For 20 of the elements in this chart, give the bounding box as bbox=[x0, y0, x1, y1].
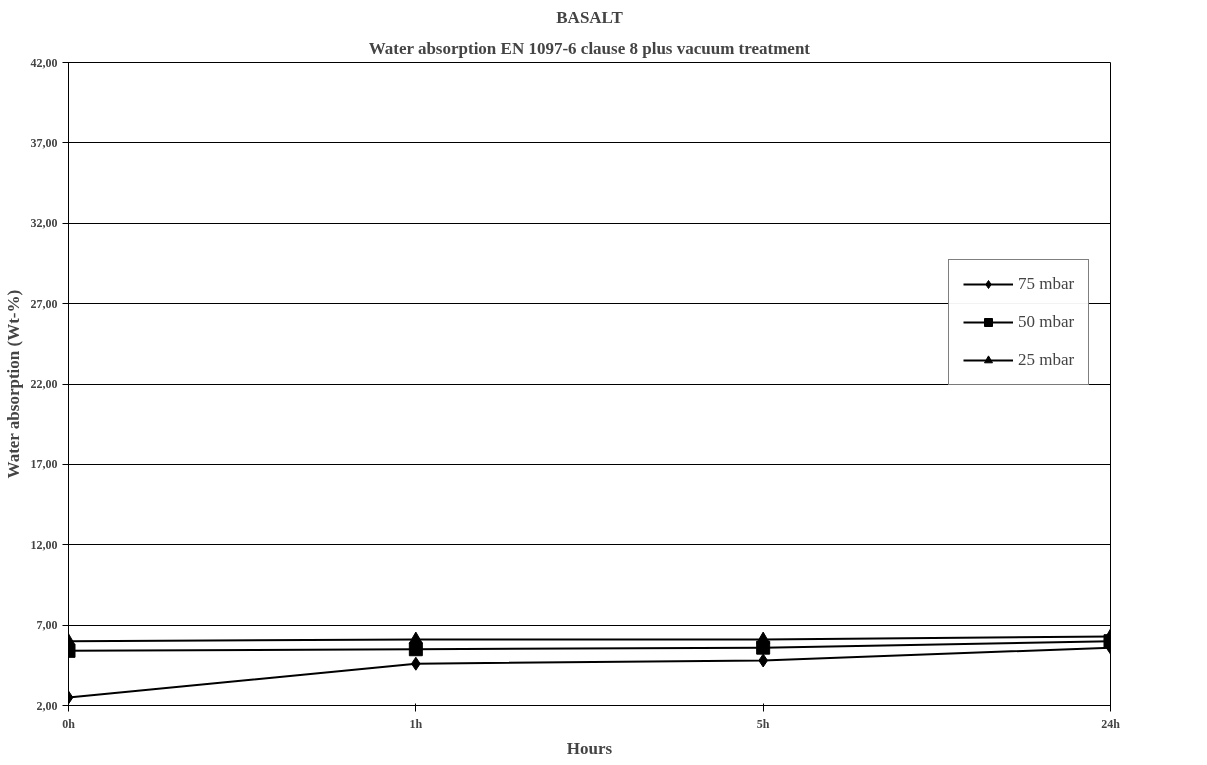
y-tick-label: 2,00 bbox=[36, 698, 58, 713]
y-tick-label: 32,00 bbox=[30, 216, 58, 231]
y-tick-label: 37,00 bbox=[30, 135, 58, 150]
y-tick-label: 22,00 bbox=[30, 377, 58, 391]
legend-label: 25 mbar bbox=[1018, 350, 1075, 370]
x-axis-title: Hours bbox=[566, 738, 613, 758]
y-tick-label: 27,00 bbox=[30, 296, 58, 311]
y-tick-label: 17,00 bbox=[30, 457, 58, 472]
y-tick-label: 42,00 bbox=[30, 55, 58, 70]
y-axis-title: Water absorption (Wt-%) bbox=[3, 289, 23, 479]
chart-subtitle: Water absorption EN 1097-6 clause 8 plus vacuum treatment bbox=[368, 38, 811, 58]
x-tick-label: 1h bbox=[409, 716, 423, 731]
y-tick-label: 7,00 bbox=[36, 618, 58, 633]
legend-label: 50 mbar bbox=[1018, 312, 1075, 332]
y-tick-label: 12,00 bbox=[30, 537, 58, 552]
x-tick-label: 5h bbox=[756, 716, 770, 731]
x-tick-label: 0h bbox=[62, 716, 76, 731]
chart-title: BASALT bbox=[556, 7, 624, 27]
x-tick-label: 24h bbox=[1101, 716, 1121, 731]
legend-label: 75 mbar bbox=[1018, 274, 1075, 294]
